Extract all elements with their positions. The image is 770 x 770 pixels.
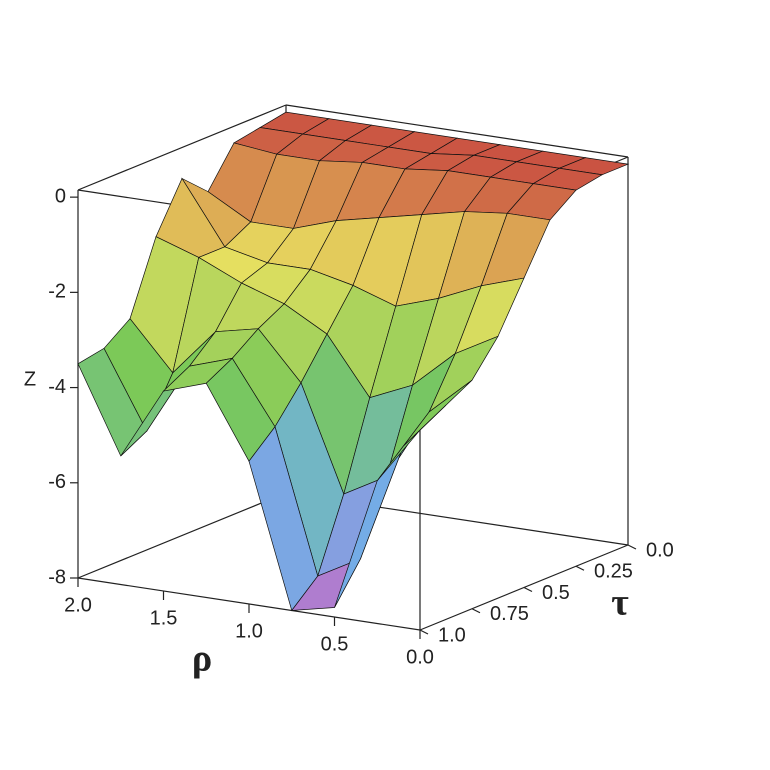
y-tick-label: 0.5	[542, 582, 570, 604]
y-tick	[471, 608, 481, 614]
x-tick-label: 0.5	[321, 633, 349, 655]
x-tick-label: 1.5	[150, 607, 178, 629]
y-tick	[575, 565, 585, 571]
x-axis-label: ρ	[192, 638, 212, 680]
z-tick-label: -2	[48, 281, 66, 303]
z-tick-label: -8	[48, 566, 66, 588]
y-tick	[419, 629, 429, 635]
y-tick-label: 1.0	[438, 624, 466, 646]
z-tick-label: -6	[48, 471, 66, 493]
z-tick-label: -4	[48, 376, 66, 398]
x-tick-label: 1.0	[235, 620, 263, 642]
y-tick-label: 0.0	[646, 539, 674, 561]
y-tick-label: 0.25	[594, 561, 633, 583]
y-tick	[523, 586, 533, 593]
box-edge	[77, 492, 287, 579]
z-tick-label: 0	[55, 185, 66, 207]
z-axis-label: Z	[24, 368, 36, 390]
x-tick-label: 2.0	[64, 594, 92, 616]
box-edge	[285, 104, 629, 158]
box-edge	[77, 104, 287, 191]
x-tick-label: 0.0	[406, 646, 434, 668]
y-tick	[627, 544, 637, 550]
surface-patch	[376, 404, 447, 481]
y-axis-label: τ	[611, 582, 629, 624]
y-tick-label: 0.75	[490, 603, 529, 625]
